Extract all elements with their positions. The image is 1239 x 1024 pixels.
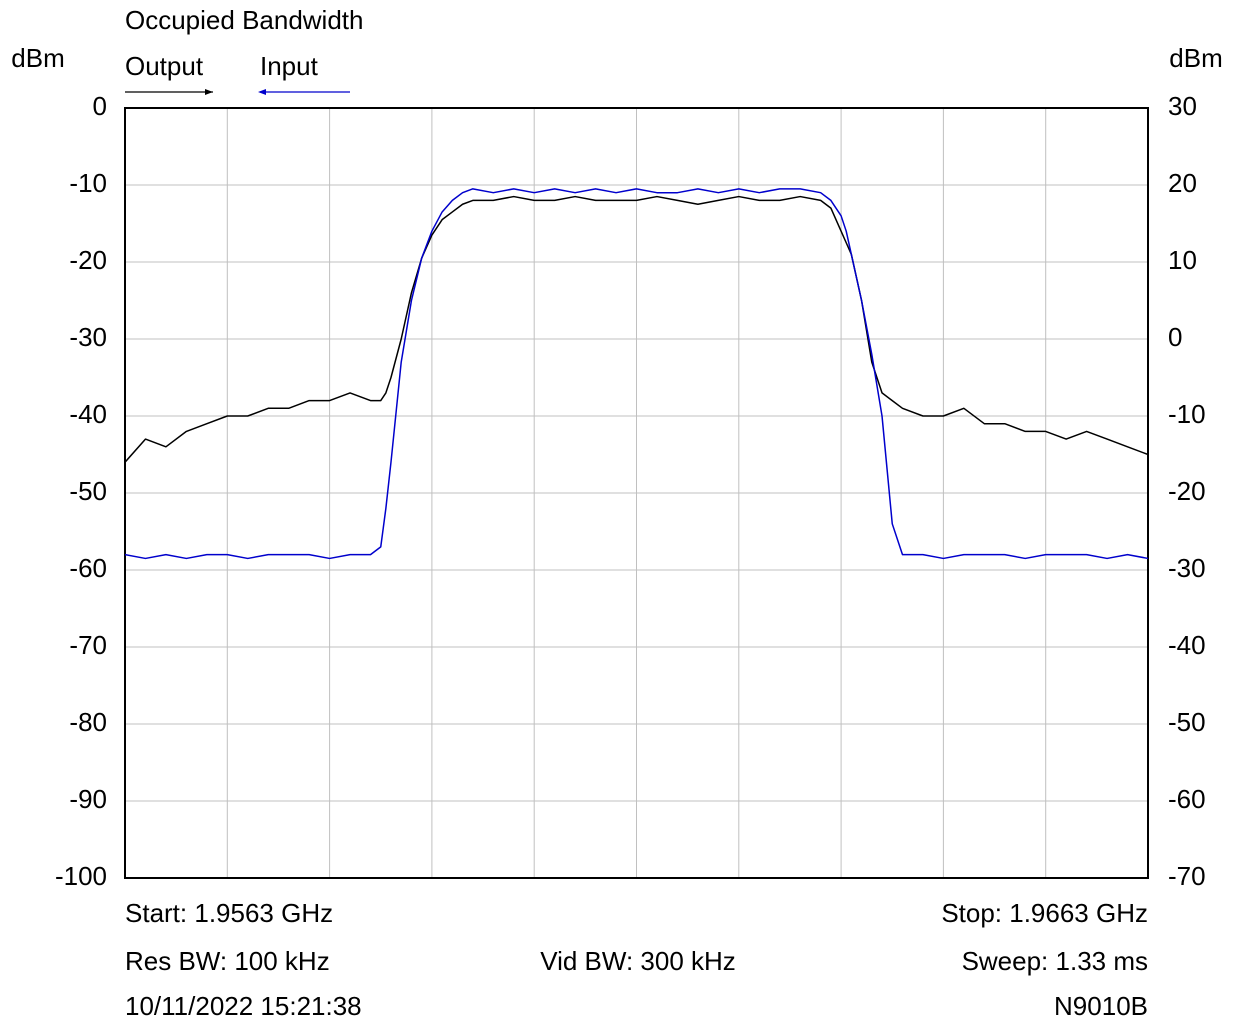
y-tick-label: -30 [69, 322, 107, 352]
stop-label: Stop: 1.9663 GHz [941, 898, 1148, 928]
y-axis-label: dBm [11, 43, 64, 73]
y2-tick-label: -20 [1168, 476, 1206, 506]
series-line [124, 195, 1149, 463]
y2-tick-label: 10 [1168, 245, 1197, 275]
sweep-label: Sweep: 1.33 ms [962, 946, 1148, 976]
timestamp: 10/11/2022 15:21:38 [125, 991, 362, 1021]
res-bw-label: Res BW: 100 kHz [125, 946, 330, 976]
y2-tick-label: -50 [1168, 707, 1206, 737]
legend-label: Output [125, 51, 204, 81]
y-tick-label: -60 [69, 553, 107, 583]
y2-tick-label: -10 [1168, 399, 1206, 429]
y-tick-label: 0 [93, 91, 107, 121]
y-tick-label: -10 [69, 168, 107, 198]
y2-tick-label: 20 [1168, 168, 1197, 198]
start-label: Start: 1.9563 GHz [125, 898, 333, 928]
y2-tick-label: -70 [1168, 861, 1206, 891]
y2-tick-label: 0 [1168, 322, 1182, 352]
legend-arrowhead [205, 89, 213, 95]
y-tick-label: -20 [69, 245, 107, 275]
legend-arrowhead [258, 89, 266, 95]
instrument: N9010B [1054, 991, 1148, 1021]
y-tick-label: -70 [69, 630, 107, 660]
y2-tick-label: -60 [1168, 784, 1206, 814]
series-line [124, 188, 1149, 560]
y2-tick-label: 30 [1168, 91, 1197, 121]
y-tick-label: -80 [69, 707, 107, 737]
legend-label: Input [260, 51, 319, 81]
y-tick-label: -100 [55, 861, 107, 891]
y-tick-label: -40 [69, 399, 107, 429]
chart-title: Occupied Bandwidth [125, 5, 363, 35]
y-tick-label: -50 [69, 476, 107, 506]
y2-tick-label: -30 [1168, 553, 1206, 583]
y-tick-label: -90 [69, 784, 107, 814]
y2-axis-label: dBm [1169, 43, 1222, 73]
plot-frame [124, 107, 1149, 879]
vid-bw-label: Vid BW: 300 kHz [540, 946, 736, 976]
y2-tick-label: -40 [1168, 630, 1206, 660]
